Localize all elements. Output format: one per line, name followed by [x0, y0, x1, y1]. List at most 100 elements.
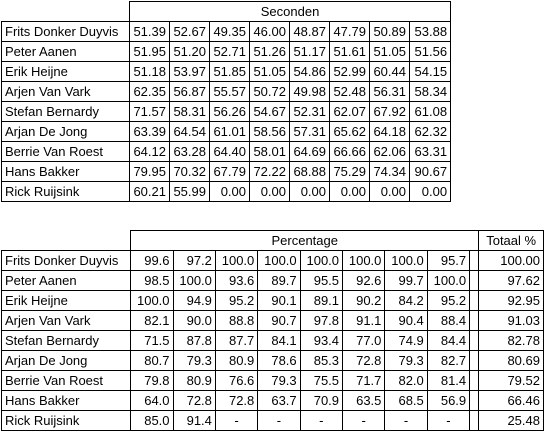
seconds-value-cell[interactable]: 49.98 — [289, 81, 330, 102]
percentage-value-cell[interactable]: 91.1 — [342, 310, 386, 331]
percentage-value-cell[interactable]: 80.9 — [172, 370, 216, 391]
seconds-value-cell[interactable]: 67.92 — [369, 101, 410, 122]
seconds-value-cell[interactable]: 49.35 — [209, 21, 250, 42]
seconds-value-cell[interactable]: 57.31 — [289, 121, 330, 142]
percentage-value-cell[interactable]: 74.9 — [384, 330, 428, 351]
spacer-cell[interactable] — [469, 290, 480, 311]
seconds-value-cell[interactable]: 51.05 — [369, 41, 410, 62]
seconds-value-cell[interactable]: 51.17 — [289, 41, 330, 62]
seconds-value-cell[interactable]: 64.69 — [289, 141, 330, 162]
percentage-value-cell[interactable]: 78.6 — [257, 350, 301, 371]
percentage-value-cell[interactable]: 93.4 — [299, 330, 344, 351]
seconds-value-cell[interactable]: 51.26 — [249, 41, 290, 62]
percentage-value-cell[interactable]: - — [214, 410, 259, 431]
percentage-value-cell[interactable]: 77.0 — [342, 330, 386, 351]
percentage-value-cell[interactable]: 100.0 — [257, 250, 301, 271]
percentage-value-cell[interactable]: 97.8 — [299, 310, 344, 331]
player-name-cell[interactable]: Stefan Bernardy — [0, 330, 132, 351]
seconds-value-cell[interactable]: 51.95 — [129, 41, 170, 62]
total-percentage-cell[interactable]: 100.00 — [478, 250, 544, 271]
seconds-value-cell[interactable]: 72.22 — [249, 161, 290, 182]
percentage-value-cell[interactable]: 95.2 — [426, 290, 471, 311]
percentage-value-cell[interactable]: 64.0 — [130, 390, 174, 411]
percentage-value-cell[interactable]: 87.7 — [214, 330, 259, 351]
player-name-cell[interactable]: Stefan Bernardy — [1, 101, 130, 122]
total-percentage-cell[interactable]: 79.52 — [478, 370, 544, 391]
seconds-value-cell[interactable]: 0.00 — [329, 181, 370, 202]
percentage-value-cell[interactable]: 70.9 — [299, 390, 344, 411]
percentage-value-cell[interactable]: 85.0 — [130, 410, 174, 431]
spacer-cell[interactable] — [469, 410, 480, 431]
seconds-value-cell[interactable]: 56.87 — [169, 81, 210, 102]
seconds-value-cell[interactable]: 79.95 — [129, 161, 170, 182]
player-name-cell[interactable]: Berrie Van Roest — [1, 141, 130, 162]
player-name-cell[interactable]: Arjan De Jong — [0, 350, 132, 371]
seconds-value-cell[interactable]: 0.00 — [249, 181, 290, 202]
spacer-cell[interactable] — [469, 390, 480, 411]
percentage-value-cell[interactable]: 85.3 — [299, 350, 344, 371]
total-percentage-cell[interactable]: 80.69 — [478, 350, 544, 371]
seconds-value-cell[interactable]: 62.07 — [329, 101, 370, 122]
seconds-value-cell[interactable]: 75.29 — [329, 161, 370, 182]
percentage-value-cell[interactable]: 63.5 — [342, 390, 386, 411]
seconds-value-cell[interactable]: 55.57 — [209, 81, 250, 102]
seconds-value-cell[interactable]: 61.01 — [209, 121, 250, 142]
seconds-value-cell[interactable]: 0.00 — [289, 181, 330, 202]
percentage-value-cell[interactable]: - — [384, 410, 428, 431]
percentage-value-cell[interactable]: 100.0 — [172, 270, 216, 291]
seconds-value-cell[interactable]: 47.79 — [329, 21, 370, 42]
percentage-value-cell[interactable]: 90.2 — [342, 290, 386, 311]
spacer-cell[interactable] — [469, 330, 480, 351]
percentage-value-cell[interactable]: 93.6 — [214, 270, 259, 291]
percentage-value-cell[interactable]: - — [299, 410, 344, 431]
percentage-value-cell[interactable]: 76.6 — [214, 370, 259, 391]
seconds-value-cell[interactable]: 64.18 — [369, 121, 410, 142]
seconds-value-cell[interactable]: 52.99 — [329, 61, 370, 82]
percentage-value-cell[interactable]: 89.1 — [299, 290, 344, 311]
percentage-value-cell[interactable]: 72.8 — [172, 390, 216, 411]
player-name-cell[interactable]: Hans Bakker — [0, 390, 132, 411]
player-name-cell[interactable]: Rick Ruijsink — [1, 181, 130, 202]
percentage-value-cell[interactable]: 94.9 — [172, 290, 216, 311]
percentage-value-cell[interactable]: 100.0 — [130, 290, 174, 311]
seconds-value-cell[interactable]: 0.00 — [369, 181, 410, 202]
total-header[interactable]: Totaal % — [478, 230, 544, 251]
seconds-value-cell[interactable]: 53.97 — [169, 61, 210, 82]
seconds-value-cell[interactable]: 51.20 — [169, 41, 210, 62]
seconds-value-cell[interactable]: 0.00 — [408, 181, 452, 202]
seconds-value-cell[interactable]: 60.21 — [129, 181, 170, 202]
percentage-value-cell[interactable]: 89.7 — [257, 270, 301, 291]
percentage-header[interactable]: Percentage — [130, 230, 480, 251]
percentage-value-cell[interactable]: 92.6 — [342, 270, 386, 291]
spacer-cell[interactable] — [469, 250, 480, 271]
player-name-cell[interactable]: Frits Donker Duyvis — [1, 21, 130, 42]
seconds-value-cell[interactable]: 63.31 — [408, 141, 452, 162]
seconds-value-cell[interactable]: 64.54 — [169, 121, 210, 142]
percentage-value-cell[interactable]: 91.4 — [172, 410, 216, 431]
seconds-value-cell[interactable]: 0.00 — [209, 181, 250, 202]
seconds-value-cell[interactable]: 70.32 — [169, 161, 210, 182]
seconds-value-cell[interactable]: 51.05 — [249, 61, 290, 82]
percentage-value-cell[interactable]: 82.1 — [130, 310, 174, 331]
spacer-cell[interactable] — [469, 350, 480, 371]
seconds-value-cell[interactable]: 53.88 — [408, 21, 452, 42]
player-name-cell[interactable]: Berrie Van Roest — [0, 370, 132, 391]
seconds-value-cell[interactable]: 56.26 — [209, 101, 250, 122]
percentage-value-cell[interactable]: 100.0 — [342, 250, 386, 271]
seconds-value-cell[interactable]: 90.67 — [408, 161, 452, 182]
seconds-value-cell[interactable]: 48.87 — [289, 21, 330, 42]
percentage-value-cell[interactable]: 90.1 — [257, 290, 301, 311]
percentage-value-cell[interactable]: 100.0 — [214, 250, 259, 271]
spacer-cell[interactable] — [469, 310, 480, 331]
player-name-cell[interactable]: Peter Aanen — [1, 41, 130, 62]
percentage-value-cell[interactable]: 79.3 — [384, 350, 428, 371]
seconds-value-cell[interactable]: 62.06 — [369, 141, 410, 162]
seconds-value-cell[interactable]: 60.44 — [369, 61, 410, 82]
seconds-value-cell[interactable]: 62.32 — [408, 121, 452, 142]
percentage-value-cell[interactable]: 80.9 — [214, 350, 259, 371]
percentage-value-cell[interactable]: 95.5 — [299, 270, 344, 291]
percentage-value-cell[interactable]: 90.4 — [384, 310, 428, 331]
percentage-value-cell[interactable]: - — [342, 410, 386, 431]
percentage-value-cell[interactable]: 90.7 — [257, 310, 301, 331]
player-name-cell[interactable]: Frits Donker Duyvis — [0, 250, 132, 271]
